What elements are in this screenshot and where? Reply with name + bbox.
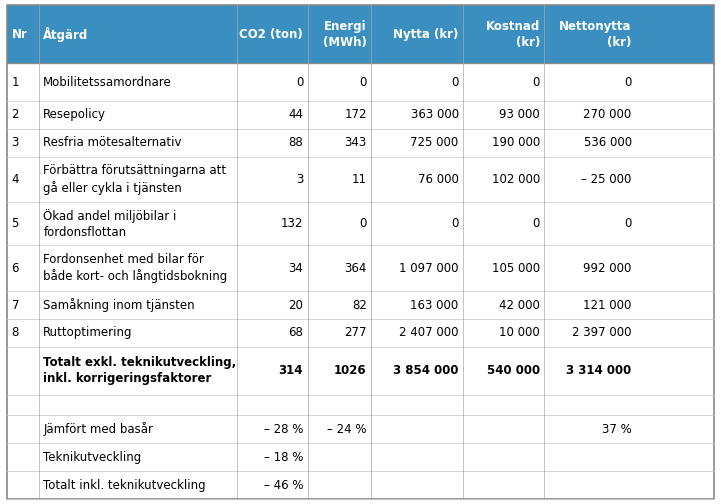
Text: Samåkning inom tjänsten: Samåkning inom tjänsten bbox=[43, 298, 195, 312]
Text: 102 000: 102 000 bbox=[492, 173, 540, 186]
Text: Mobilitetssamordnare: Mobilitetssamordnare bbox=[43, 76, 172, 89]
Text: 2 407 000: 2 407 000 bbox=[399, 327, 459, 339]
Text: Teknikutveckling: Teknikutveckling bbox=[43, 451, 141, 464]
Text: 1 097 000: 1 097 000 bbox=[399, 262, 459, 275]
Text: Ruttoptimering: Ruttoptimering bbox=[43, 327, 133, 339]
Text: 42 000: 42 000 bbox=[499, 298, 540, 311]
Text: 34: 34 bbox=[288, 262, 303, 275]
Text: 1026: 1026 bbox=[334, 364, 367, 377]
Text: 270 000: 270 000 bbox=[583, 108, 632, 121]
Text: Totalt inkl. teknikutveckling: Totalt inkl. teknikutveckling bbox=[43, 478, 206, 491]
Text: 20: 20 bbox=[288, 298, 303, 311]
Text: 0: 0 bbox=[296, 76, 303, 89]
Text: 3: 3 bbox=[12, 137, 19, 149]
Text: 3 854 000: 3 854 000 bbox=[393, 364, 459, 377]
Text: 0: 0 bbox=[624, 76, 632, 89]
Text: 3: 3 bbox=[296, 173, 303, 186]
Text: 190 000: 190 000 bbox=[492, 137, 540, 149]
Text: 132: 132 bbox=[280, 217, 303, 230]
Text: 5: 5 bbox=[12, 217, 19, 230]
Text: Jämfört med basår: Jämfört med basår bbox=[43, 422, 154, 436]
Text: 7: 7 bbox=[12, 298, 19, 311]
Text: Energi
(MWh): Energi (MWh) bbox=[323, 20, 367, 48]
Text: 93 000: 93 000 bbox=[499, 108, 540, 121]
Text: 163 000: 163 000 bbox=[410, 298, 459, 311]
Text: Fordonsenhet med bilar för
både kort- och långtidsbokning: Fordonsenhet med bilar för både kort- oc… bbox=[43, 253, 228, 283]
Text: Förbättra förutsättningarna att
gå eller cykla i tjänsten: Förbättra förutsättningarna att gå eller… bbox=[43, 164, 226, 195]
Text: 992 000: 992 000 bbox=[583, 262, 632, 275]
Text: 1: 1 bbox=[12, 76, 19, 89]
Text: 363 000: 363 000 bbox=[410, 108, 459, 121]
Text: – 25 000: – 25 000 bbox=[581, 173, 632, 186]
Text: 364: 364 bbox=[345, 262, 367, 275]
Text: Resepolicy: Resepolicy bbox=[43, 108, 106, 121]
Bar bbox=[7, 5, 714, 63]
Text: – 28 %: – 28 % bbox=[264, 423, 303, 436]
Text: 536 000: 536 000 bbox=[583, 137, 632, 149]
Text: 0: 0 bbox=[533, 76, 540, 89]
Text: 540 000: 540 000 bbox=[487, 364, 540, 377]
Text: 0: 0 bbox=[359, 217, 367, 230]
Text: 121 000: 121 000 bbox=[583, 298, 632, 311]
Text: 44: 44 bbox=[288, 108, 303, 121]
Text: 0: 0 bbox=[451, 76, 459, 89]
Text: – 46 %: – 46 % bbox=[264, 478, 303, 491]
Text: 343: 343 bbox=[345, 137, 367, 149]
Text: CO2 (ton): CO2 (ton) bbox=[239, 28, 303, 40]
Text: 105 000: 105 000 bbox=[492, 262, 540, 275]
Text: Totalt exkl. teknikutveckling,
inkl. korrigeringsfaktorer: Totalt exkl. teknikutveckling, inkl. kor… bbox=[43, 356, 236, 386]
Text: 0: 0 bbox=[533, 217, 540, 230]
Text: 8: 8 bbox=[12, 327, 19, 339]
Text: Resfria mötesalternativ: Resfria mötesalternativ bbox=[43, 137, 182, 149]
Text: 172: 172 bbox=[344, 108, 367, 121]
Text: 0: 0 bbox=[451, 217, 459, 230]
Text: 6: 6 bbox=[12, 262, 19, 275]
Text: 10 000: 10 000 bbox=[499, 327, 540, 339]
Text: 11: 11 bbox=[352, 173, 367, 186]
Text: Nettonytta
(kr): Nettonytta (kr) bbox=[559, 20, 632, 48]
Text: 2: 2 bbox=[12, 108, 19, 121]
Text: 68: 68 bbox=[288, 327, 303, 339]
Text: 0: 0 bbox=[624, 217, 632, 230]
Text: 37 %: 37 % bbox=[602, 423, 632, 436]
Text: 82: 82 bbox=[352, 298, 367, 311]
Text: 76 000: 76 000 bbox=[417, 173, 459, 186]
Text: 4: 4 bbox=[12, 173, 19, 186]
Text: Åtgärd: Åtgärd bbox=[43, 27, 89, 41]
Text: 2 397 000: 2 397 000 bbox=[572, 327, 632, 339]
Text: Nr: Nr bbox=[12, 28, 27, 40]
Text: 314: 314 bbox=[279, 364, 303, 377]
Text: 725 000: 725 000 bbox=[410, 137, 459, 149]
Text: Nytta (kr): Nytta (kr) bbox=[393, 28, 459, 40]
Text: 277: 277 bbox=[344, 327, 367, 339]
Text: – 18 %: – 18 % bbox=[264, 451, 303, 464]
Text: 88: 88 bbox=[288, 137, 303, 149]
Text: Ökad andel miljöbilar i
fordonsflottan: Ökad andel miljöbilar i fordonsflottan bbox=[43, 209, 177, 239]
Text: – 24 %: – 24 % bbox=[327, 423, 367, 436]
Text: Kostnad
(kr): Kostnad (kr) bbox=[486, 20, 540, 48]
Text: 0: 0 bbox=[359, 76, 367, 89]
Text: 3 314 000: 3 314 000 bbox=[567, 364, 632, 377]
